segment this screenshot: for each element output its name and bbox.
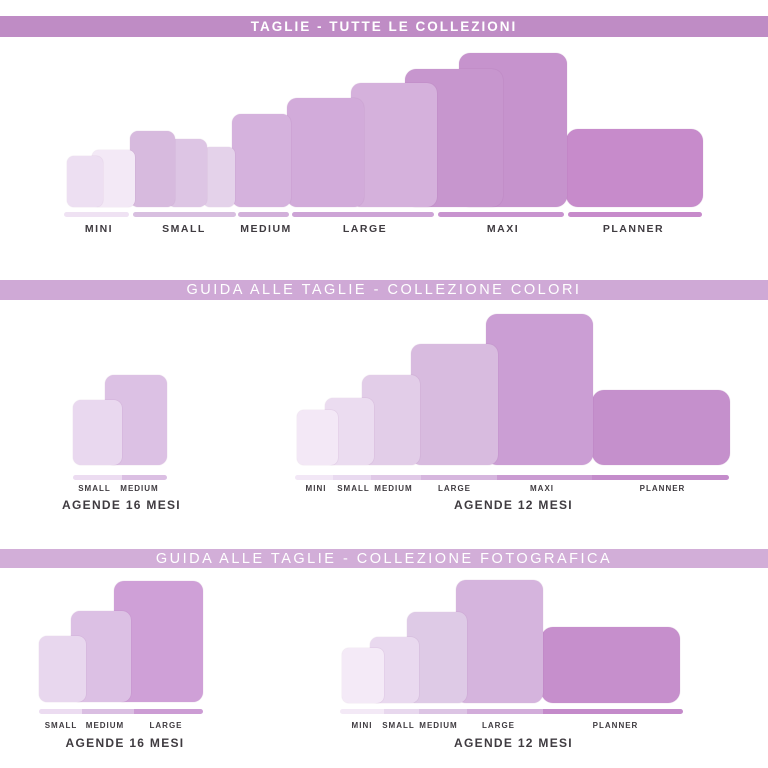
size-shape-planner <box>566 129 703 207</box>
size-label-mini: MINI <box>351 721 373 730</box>
size-label-medium: MEDIUM <box>419 721 458 730</box>
size-shape-large <box>410 343 498 465</box>
size-label-small: SMALL <box>337 484 370 493</box>
group-title: AGENDE 16 MESI <box>65 735 185 750</box>
size-shape-large <box>351 83 437 207</box>
size-shape-medium <box>232 114 291 207</box>
section-title-collezione-fotografica: GUIDA ALLE TAGLIE - COLLEZIONE FOTOGRAFI… <box>155 550 613 567</box>
section-header-0: TAGLIE - TUTTE LE COLLEZIONI <box>0 16 768 37</box>
size-shape-mini <box>67 156 103 207</box>
size-bar-medium <box>238 211 289 217</box>
size-label-small: SMALL <box>44 721 78 730</box>
size-label-planner: PLANNER <box>639 484 686 493</box>
size-bar-medium <box>121 475 167 480</box>
size-bar-small <box>38 708 82 714</box>
size-shape-mini <box>297 410 338 465</box>
size-bar-planner <box>542 708 683 714</box>
size-label-medium: MEDIUM <box>374 484 413 493</box>
size-shape-small <box>203 147 235 207</box>
size-bar-mini <box>340 708 384 714</box>
size-bar-medium <box>81 708 134 714</box>
size-label-planner: PLANNER <box>592 721 639 730</box>
section-title-all-collections: TAGLIE - TUTTE LE COLLEZIONI <box>250 19 518 34</box>
size-bar-planner <box>567 211 702 217</box>
size-shape-small <box>130 131 175 207</box>
size-label-small: SMALL <box>78 484 111 493</box>
size-bar-small <box>333 475 371 480</box>
size-bar-large <box>133 708 203 714</box>
size-shape-maxi <box>486 314 593 465</box>
size-label-mini: MINI <box>84 222 114 235</box>
size-label-small: SMALL <box>162 222 206 235</box>
size-bar-planner <box>592 475 729 480</box>
size-label-large: LARGE <box>342 222 388 235</box>
size-bar-small <box>72 475 122 480</box>
size-label-maxi: MAXI <box>486 222 520 235</box>
group-title: AGENDE 16 MESI <box>62 497 181 512</box>
size-shape-large <box>287 98 364 207</box>
size-label-large: LARGE <box>438 484 471 493</box>
size-bar-large <box>421 475 497 480</box>
size-bar-maxi <box>497 475 592 480</box>
size-shape-small <box>73 399 122 465</box>
size-shape-mini <box>342 648 384 703</box>
size-label-medium: MEDIUM <box>85 721 125 730</box>
size-shape-planner <box>541 626 680 703</box>
size-bar-maxi <box>438 211 564 217</box>
section-header-2: GUIDA ALLE TAGLIE - COLLEZIONE FOTOGRAFI… <box>0 549 768 568</box>
size-label-medium: MEDIUM <box>120 484 159 493</box>
size-label-mini: MINI <box>305 484 327 493</box>
size-label-large: LARGE <box>482 721 515 730</box>
section-title-collezione-colori: GUIDA ALLE TAGLIE - COLLEZIONE COLORI <box>186 281 582 298</box>
size-label-planner: PLANNER <box>602 222 665 235</box>
size-shape-small <box>39 635 86 702</box>
size-bar-small <box>383 708 419 714</box>
group-title: AGENDE 12 MESI <box>454 735 573 750</box>
size-bar-small <box>132 211 236 217</box>
size-bar-large <box>466 708 543 714</box>
group-title: AGENDE 12 MESI <box>454 497 573 512</box>
size-bar-large <box>292 211 434 217</box>
size-label-small: SMALL <box>382 721 415 730</box>
size-shape-planner <box>591 389 730 465</box>
size-label-maxi: MAXI <box>530 484 554 493</box>
size-bar-mini <box>63 211 129 217</box>
size-label-large: LARGE <box>149 721 183 730</box>
size-label-medium: MEDIUM <box>240 222 292 235</box>
section-header-1: GUIDA ALLE TAGLIE - COLLEZIONE COLORI <box>0 280 768 300</box>
size-bar-mini <box>294 475 333 480</box>
size-shape-large <box>456 580 543 703</box>
size-bar-medium <box>371 475 421 480</box>
size-bar-medium <box>418 708 467 714</box>
